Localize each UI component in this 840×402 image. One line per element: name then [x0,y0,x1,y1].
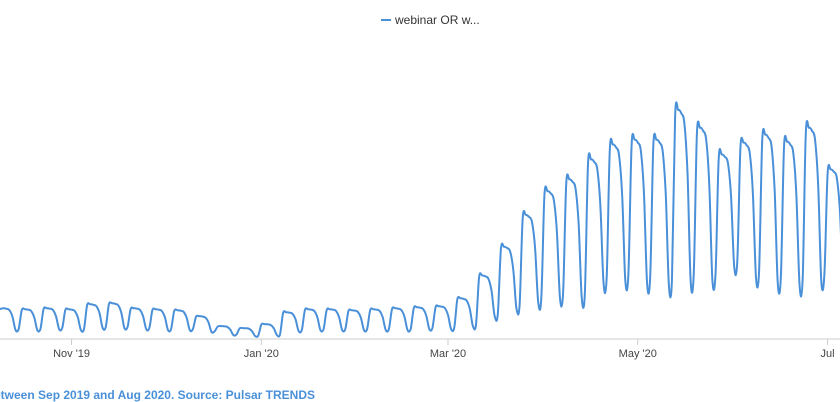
x-tick-label: May '20 [619,348,657,360]
plot-area [0,101,840,338]
x-tick-label: Jan '20 [244,348,279,360]
x-tick-label: Mar '20 [430,348,466,360]
x-tick-label: Nov '19 [53,348,90,360]
x-tick-label: Jul [821,348,835,360]
series-line[interactable] [0,101,840,338]
legend-label: webinar OR w... [394,13,480,27]
legend[interactable]: webinar OR w... [381,13,480,27]
x-axis-ticks: Nov '19 Jan '20 Mar '20 May '20 Jul [53,339,835,360]
chart-caption: etween Sep 2019 and Aug 2020. Source: Pu… [0,388,315,402]
